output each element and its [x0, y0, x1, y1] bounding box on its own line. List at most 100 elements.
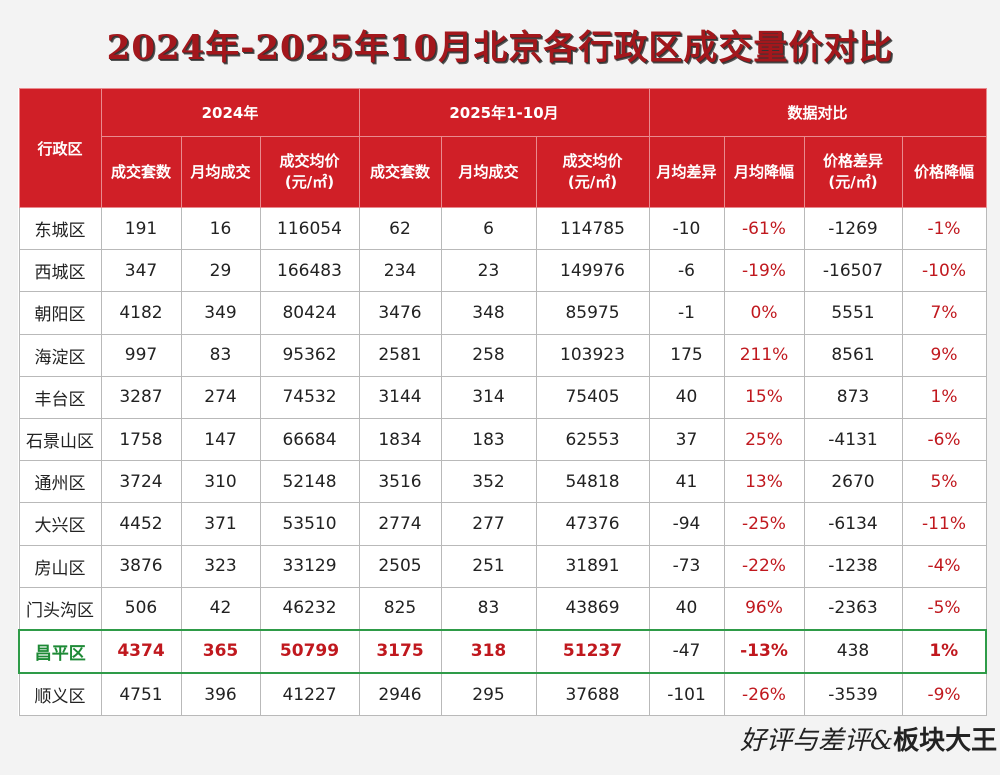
table-cell: 47376 [535, 502, 650, 546]
table-cell: -1269 [803, 206, 903, 251]
table-cell: 323 [180, 544, 261, 588]
table-cell: 4182 [100, 291, 182, 335]
table-cell: 3287 [100, 375, 182, 419]
table-cell: 95362 [259, 333, 360, 377]
table-cell: -47 [648, 628, 725, 675]
table-cell: 4452 [100, 502, 182, 546]
table-cell: 2670 [803, 460, 903, 504]
table-cell: -4% [901, 544, 987, 588]
table-cell: -73 [648, 544, 725, 588]
table-cell: 310 [180, 460, 261, 504]
table-cell: 1834 [358, 417, 442, 462]
table-cell: 16 [180, 206, 261, 251]
table-cell: 54818 [535, 460, 650, 504]
table-cell: -25% [723, 502, 805, 546]
table-cell: 4374 [100, 628, 182, 675]
table-cell: 149976 [535, 249, 650, 293]
table-cell: 997 [100, 333, 182, 377]
table-row: 石景山区 1758 147 66684 1834 183 62553 37 25% -4131 -6… [18, 417, 987, 462]
table-cell: -6 [648, 249, 725, 293]
table-cell: -10 [648, 206, 725, 251]
table-cell: 211% [723, 333, 805, 377]
header-monthly-2024: 月均成交 [180, 136, 261, 208]
table-cell: 147 [180, 417, 261, 462]
table-cell: 274 [180, 375, 261, 419]
table-cell: 8561 [803, 333, 903, 377]
table-cell: 29 [180, 249, 261, 293]
header-group-compare: 数据对比 [648, 88, 987, 137]
table-cell: 7% [901, 291, 987, 335]
table-cell: 83 [180, 333, 261, 377]
table-cell: 43869 [535, 586, 650, 631]
table-cell: -94 [648, 502, 725, 546]
table-row: 房山区 3876 323 33129 2505 251 31891 -73 -22% -1238-… [18, 544, 987, 588]
table-cell: 9% [901, 333, 987, 377]
district-name: 海淀区 [18, 333, 102, 377]
table-cell: 2774 [358, 502, 442, 546]
table-cell: 50799 [259, 628, 360, 675]
table-cell: 347 [100, 249, 182, 293]
table-cell: 116054 [259, 206, 360, 251]
table-cell: 33129 [259, 544, 360, 588]
table-cell: 191 [100, 206, 182, 251]
table-cell: 258 [440, 333, 537, 377]
table-cell: 40 [648, 375, 725, 419]
table-cell: 873 [803, 375, 903, 419]
district-name: 东城区 [18, 206, 102, 251]
table-row: 昌平区 4374 365 50799 3175 318 51237 -47 -13% 438 1% [18, 628, 988, 675]
table-row: 朝阳区 4182 349 80424 3476 348 85975 -1 0% 5551 7% [18, 291, 987, 335]
table-cell: 80424 [259, 291, 360, 335]
header-price-2024: 成交均价 (元/㎡) [259, 136, 360, 208]
district-comparison-table: 行政区 2024年 2025年1-10月 数据对比 成交套数 月均成交 成交均价… [18, 88, 988, 717]
table-cell: -5% [901, 586, 987, 631]
table-cell: 396 [180, 672, 261, 717]
header-monthly-change: 月均降幅 [723, 136, 805, 208]
header-deals-2025: 成交套数 [358, 136, 442, 208]
district-name: 房山区 [18, 544, 102, 588]
table-cell: 62553 [535, 417, 650, 462]
table-cell: 62 [358, 206, 442, 251]
table-cell: 51237 [535, 628, 650, 675]
table-cell: -61% [723, 206, 805, 251]
table-cell: 166483 [259, 249, 360, 293]
table-cell: -101 [648, 672, 725, 717]
district-name: 西城区 [18, 249, 102, 293]
table-cell: 74532 [259, 375, 360, 419]
table-cell: 23 [440, 249, 537, 293]
table-cell: 75405 [535, 375, 650, 419]
table-cell: -11% [901, 502, 987, 546]
table-row: 大兴区 4452 371 53510 2774 277 47376 -94 -25% -6134-… [18, 502, 987, 546]
header-district: 行政区 [18, 88, 102, 208]
table-cell: 348 [440, 291, 537, 335]
table-cell: -1238 [803, 544, 903, 588]
table-body: 东城区 191 16 116054 62 6 114785 -10 -61% -1269 -1% 西城… [18, 206, 988, 717]
district-name: 通州区 [18, 460, 102, 504]
table-cell: 96% [723, 586, 805, 631]
table-cell: -1 [648, 291, 725, 335]
table-cell: 277 [440, 502, 537, 546]
table-cell: 103923 [535, 333, 650, 377]
table-cell: 2581 [358, 333, 442, 377]
header-price-change: 价格降幅 [901, 136, 987, 208]
table-cell: 41227 [259, 672, 360, 717]
table-cell: 83 [440, 586, 537, 631]
table-cell: 37688 [535, 672, 650, 717]
table-cell: -1% [901, 206, 987, 251]
table-cell: 251 [440, 544, 537, 588]
table-row: 通州区 3724 310 52148 3516 352 54818 41 13% 2670 5% [18, 460, 987, 504]
table-row: 丰台区 3287 274 74532 3144 314 75405 40 15% 873 1% [18, 375, 987, 419]
table-cell: 1% [901, 628, 988, 675]
table-row: 西城区 347 29 166483 234 23 149976 -6 -19% -16507 -10… [18, 249, 987, 293]
table-cell: -16507 [803, 249, 903, 293]
table-cell: 53510 [259, 502, 360, 546]
table-cell: 825 [358, 586, 442, 631]
table-cell: 3144 [358, 375, 442, 419]
table-cell: 371 [180, 502, 261, 546]
table-cell: 438 [803, 628, 903, 675]
table-cell: 13% [723, 460, 805, 504]
table-cell: 2946 [358, 672, 442, 717]
table-cell: 46232 [259, 586, 360, 631]
district-name: 丰台区 [18, 375, 102, 419]
table-cell: -9% [901, 672, 987, 717]
table-cell: 41 [648, 460, 725, 504]
